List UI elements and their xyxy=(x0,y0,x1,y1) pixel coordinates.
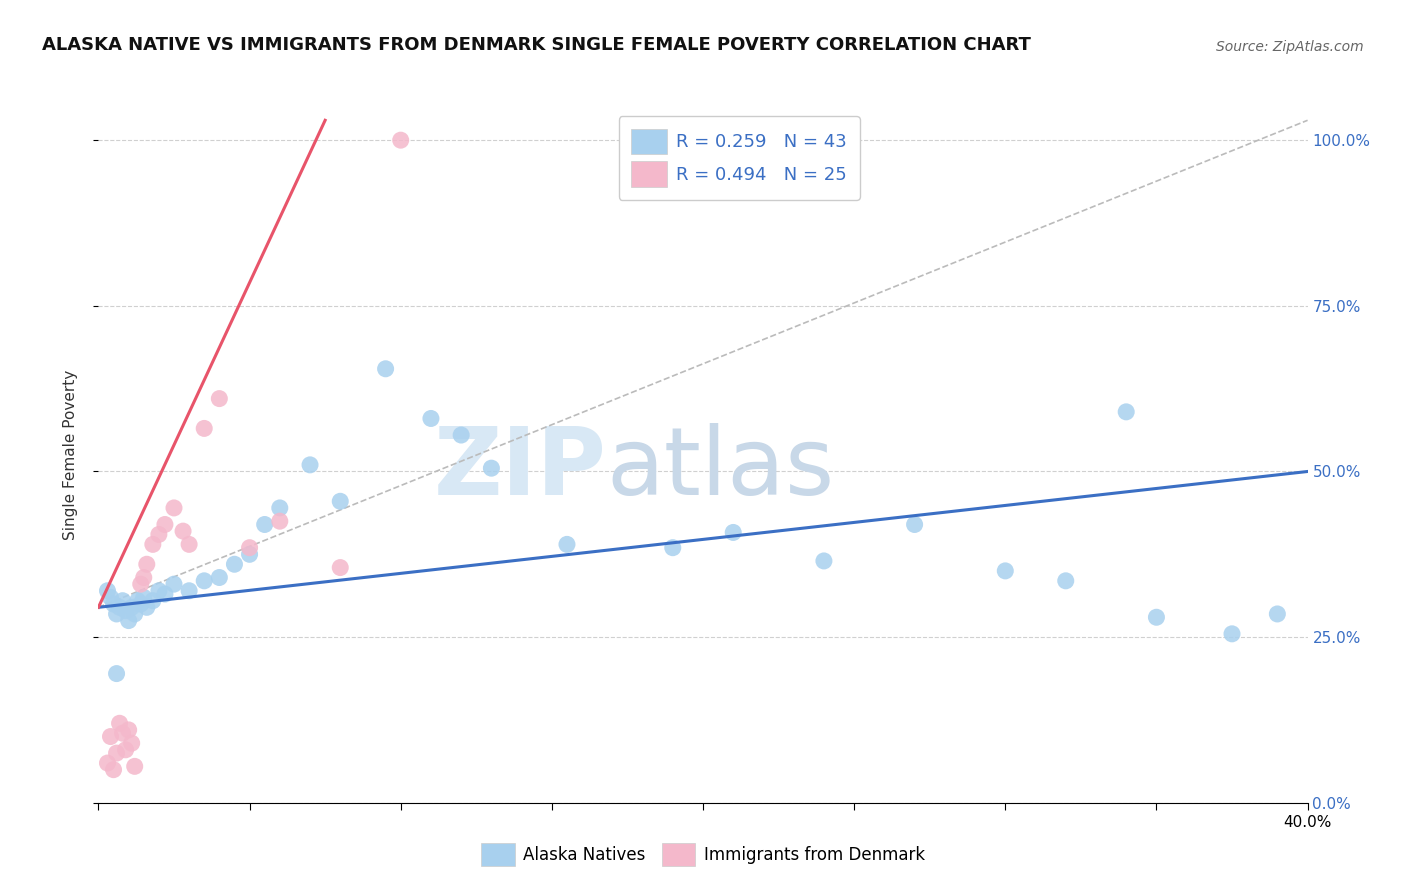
Y-axis label: Single Female Poverty: Single Female Poverty xyxy=(63,370,77,540)
Point xyxy=(994,564,1017,578)
Point xyxy=(135,600,157,615)
Point xyxy=(193,421,215,435)
Point xyxy=(121,600,143,615)
Point xyxy=(481,461,503,475)
Point xyxy=(105,746,128,760)
Point xyxy=(1115,405,1137,419)
Point xyxy=(142,593,165,607)
Point xyxy=(114,604,136,618)
Point xyxy=(329,494,352,508)
Point xyxy=(132,570,155,584)
Point xyxy=(193,574,215,588)
Point xyxy=(179,583,201,598)
Point xyxy=(813,554,835,568)
Point xyxy=(148,527,170,541)
Point xyxy=(100,591,122,605)
Point xyxy=(239,547,262,561)
Point xyxy=(129,597,152,611)
Point xyxy=(389,133,412,147)
Point xyxy=(129,577,152,591)
Point xyxy=(239,541,262,555)
Point xyxy=(224,558,246,572)
Point xyxy=(118,723,141,737)
Point xyxy=(662,541,685,555)
Point xyxy=(208,392,231,406)
Point xyxy=(723,525,745,540)
Point xyxy=(172,524,194,538)
Point xyxy=(103,597,125,611)
Point xyxy=(1054,574,1077,588)
Point xyxy=(108,716,131,731)
Point xyxy=(96,583,118,598)
Point xyxy=(179,537,201,551)
Text: ZIP: ZIP xyxy=(433,423,606,515)
Point xyxy=(163,500,186,515)
Point xyxy=(132,591,155,605)
Point xyxy=(118,614,141,628)
Point xyxy=(100,730,122,744)
Point xyxy=(904,517,927,532)
Point xyxy=(269,514,291,528)
Point xyxy=(450,428,472,442)
Point xyxy=(329,560,352,574)
Point xyxy=(142,537,165,551)
Point xyxy=(163,577,186,591)
Point xyxy=(1267,607,1289,621)
Point xyxy=(555,537,578,551)
Point xyxy=(103,763,125,777)
Point xyxy=(148,583,170,598)
Point xyxy=(135,558,157,572)
Point xyxy=(1220,627,1243,641)
Point xyxy=(253,517,276,532)
Text: ALASKA NATIVE VS IMMIGRANTS FROM DENMARK SINGLE FEMALE POVERTY CORRELATION CHART: ALASKA NATIVE VS IMMIGRANTS FROM DENMARK… xyxy=(42,36,1031,54)
Point xyxy=(153,587,176,601)
Point xyxy=(127,593,149,607)
Text: Source: ZipAtlas.com: Source: ZipAtlas.com xyxy=(1216,39,1364,54)
Point xyxy=(114,743,136,757)
Text: atlas: atlas xyxy=(606,423,835,515)
Legend: Alaska Natives, Immigrants from Denmark: Alaska Natives, Immigrants from Denmark xyxy=(472,834,934,874)
Point xyxy=(1144,610,1167,624)
Point xyxy=(153,517,176,532)
Point xyxy=(111,593,134,607)
Point xyxy=(374,361,396,376)
Point xyxy=(124,759,146,773)
Point xyxy=(269,500,291,515)
Point xyxy=(105,607,128,621)
Point xyxy=(420,411,443,425)
Point xyxy=(108,600,131,615)
Point xyxy=(121,736,143,750)
Point xyxy=(124,607,146,621)
Point xyxy=(105,666,128,681)
Point xyxy=(299,458,322,472)
Point xyxy=(96,756,118,770)
Point xyxy=(111,726,134,740)
Point xyxy=(208,570,231,584)
